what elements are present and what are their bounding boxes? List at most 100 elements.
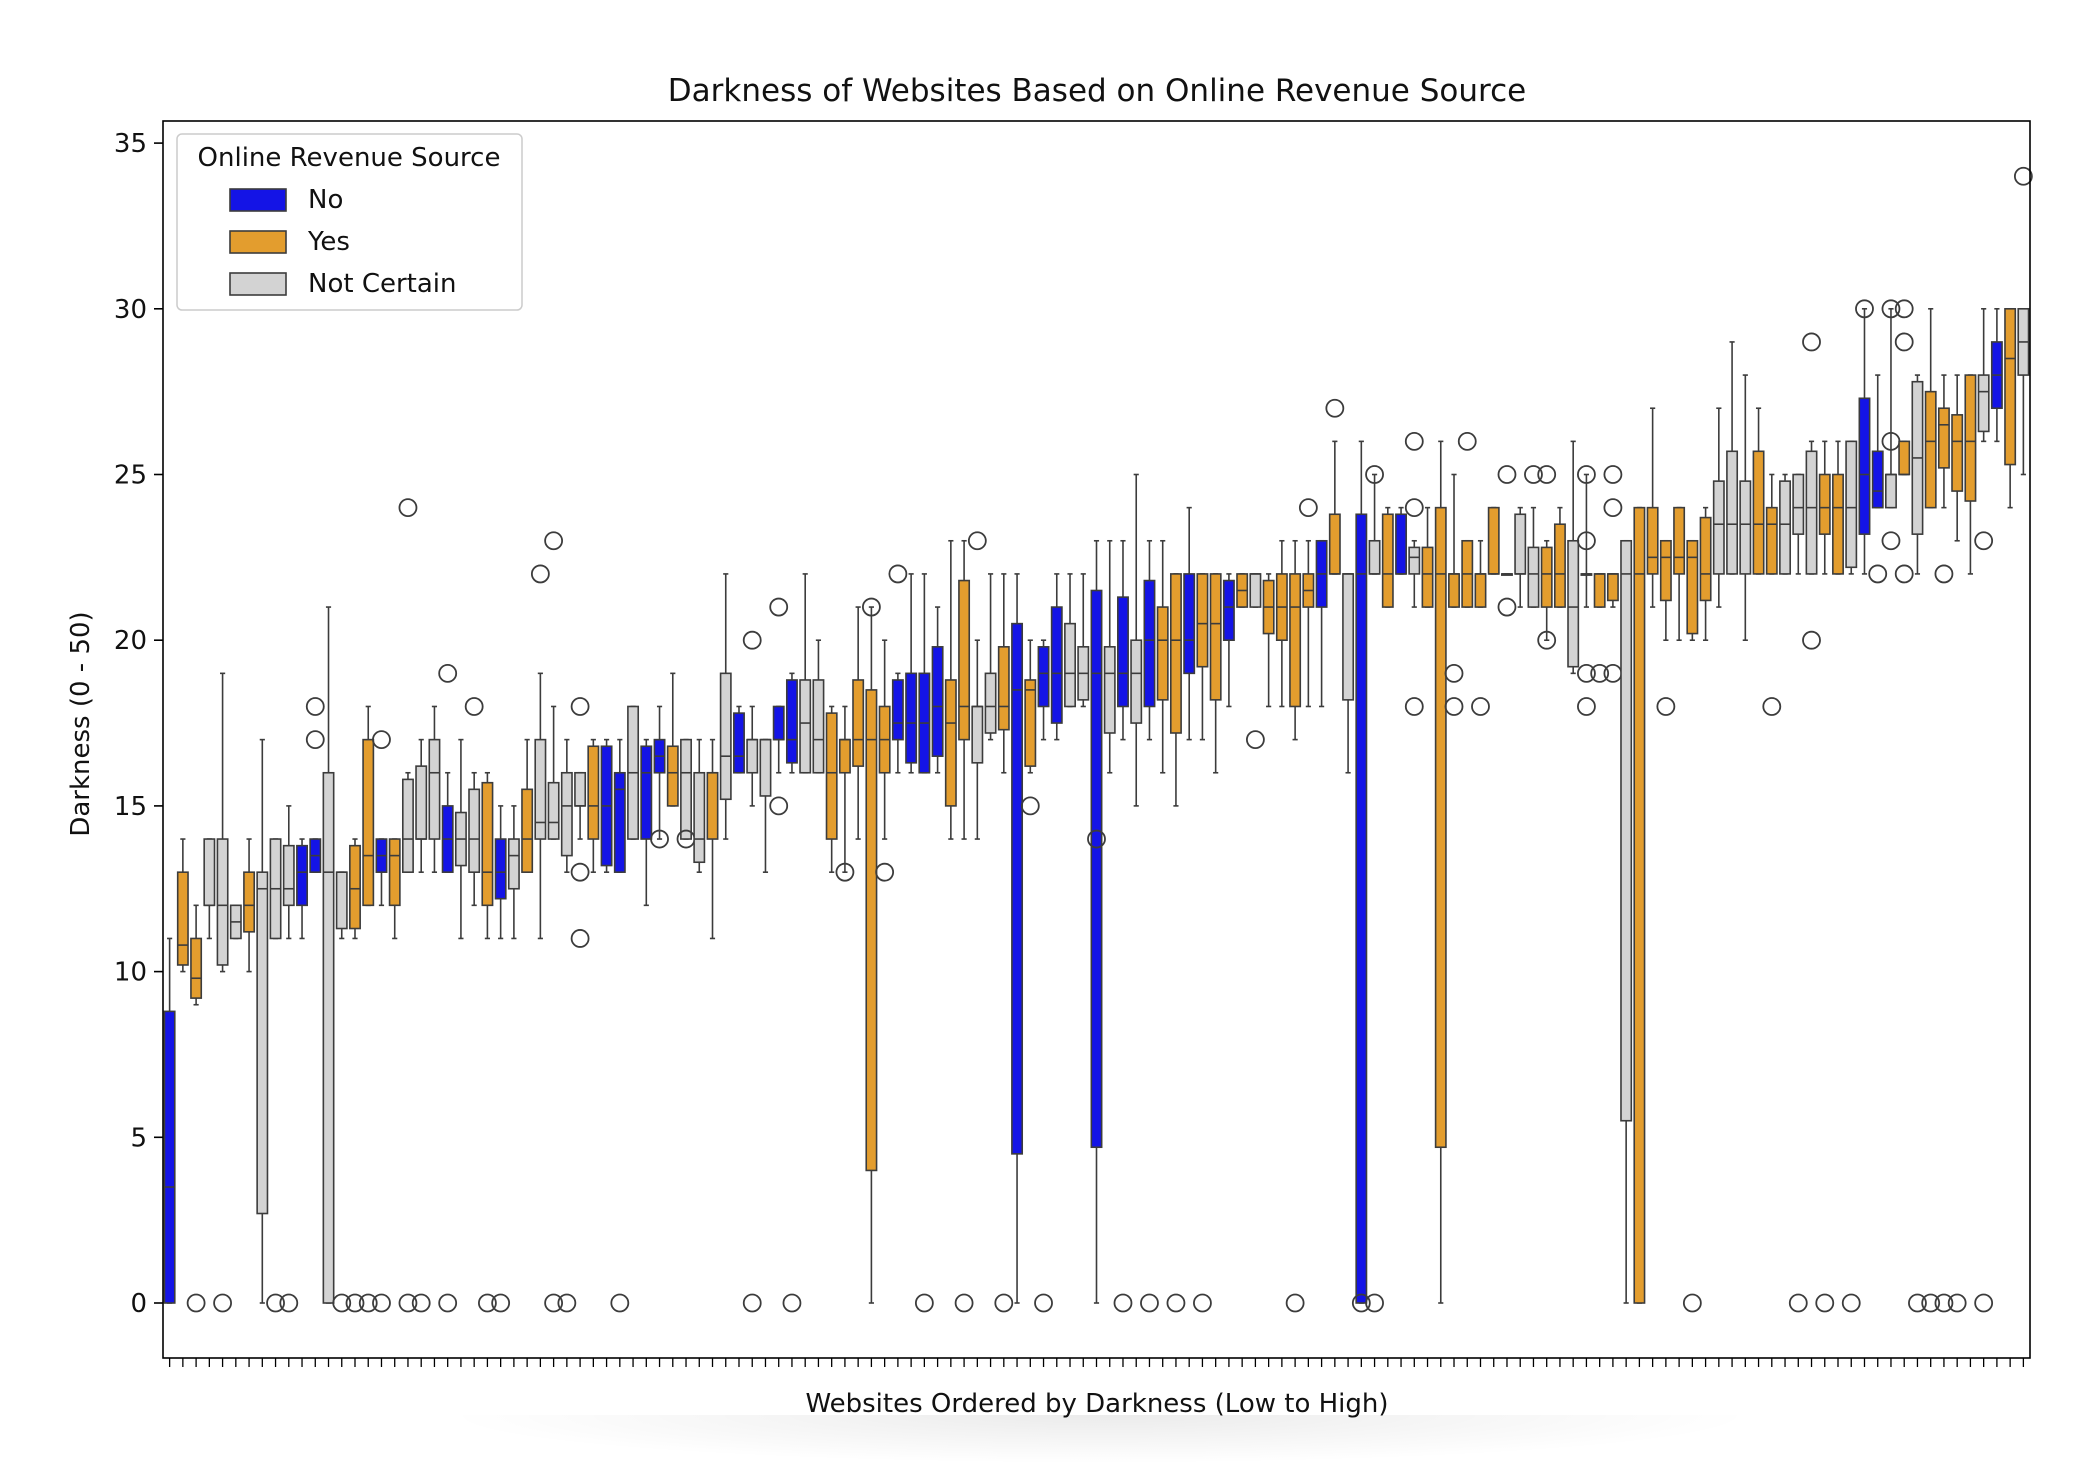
outlier-point: [1577, 465, 1596, 484]
box-body-yes: [944, 679, 957, 807]
box-body-no: [1871, 450, 1884, 509]
box-121: [1752, 407, 1765, 575]
outlier-point: [305, 697, 325, 716]
box-67: [1034, 639, 1053, 1313]
box-46: [759, 738, 772, 873]
outlier-point: [835, 862, 855, 882]
box-body-not-certain: [216, 838, 229, 966]
box-58: [914, 573, 934, 1313]
outlier-point: [1471, 697, 1490, 716]
outlier-point: [1444, 697, 1464, 716]
outlier-point: [438, 663, 458, 683]
outlier-point: [1881, 299, 1901, 319]
outlier-point: [1444, 663, 1464, 683]
outlier-point: [266, 1293, 285, 1313]
outlier-point: [769, 597, 789, 617]
box-50: [812, 639, 825, 774]
box-96: [1421, 506, 1434, 608]
box-body-not-certain: [507, 838, 520, 890]
box-22: [438, 663, 458, 1313]
y-tick-label: 20: [114, 626, 147, 656]
box-86: [1285, 539, 1305, 1313]
outlier-point: [1894, 332, 1914, 352]
outlier-point: [372, 730, 391, 750]
box-55: [875, 639, 895, 882]
box-43: [719, 573, 732, 840]
box-99: [1457, 431, 1477, 608]
outlier-point: [862, 597, 881, 617]
box-body-yes: [1381, 513, 1394, 608]
outlier-point: [1285, 1293, 1305, 1313]
box-19: [398, 498, 418, 1313]
box-138: [1974, 307, 1994, 1313]
box-79: [1193, 573, 1212, 1313]
box-body-yes: [1765, 506, 1778, 575]
outlier-point: [1934, 1293, 1954, 1313]
outlier-point: [1974, 531, 1994, 551]
box-52: [835, 705, 855, 882]
box-66: [1020, 639, 1040, 816]
box-body-not-certain: [693, 771, 706, 864]
outlier-point: [1497, 465, 1517, 484]
box-body-not-certain: [534, 738, 547, 840]
legend-box: [176, 133, 523, 311]
outlier-point: [1603, 663, 1623, 683]
outlier-point: [1404, 431, 1424, 451]
box-35: [610, 738, 630, 1313]
box-body-yes: [1434, 506, 1447, 1149]
box-body-yes: [1540, 546, 1553, 608]
box-body-yes: [1487, 506, 1500, 575]
box-body-not-certain: [322, 771, 335, 1304]
box-body-no: [1183, 573, 1196, 675]
box-44: [733, 705, 745, 774]
box-117: [1699, 506, 1712, 642]
box-body-yes: [1209, 573, 1222, 701]
outlier-point: [1656, 697, 1676, 716]
outlier-point: [1921, 1293, 1941, 1313]
outlier-point: [650, 829, 669, 849]
box-body-yes: [1832, 473, 1844, 575]
box-body-yes: [1937, 407, 1950, 469]
box-53: [852, 606, 865, 840]
box-body-yes: [1964, 374, 1977, 502]
box-72: [1103, 539, 1116, 774]
box-body-not-certain: [799, 679, 812, 774]
box-118: [1712, 407, 1725, 608]
box-94: [1395, 506, 1408, 575]
box-body-yes: [1924, 390, 1937, 509]
box-70: [1077, 573, 1090, 708]
box-90: [1342, 573, 1355, 774]
box-20: [411, 738, 431, 1313]
outlier-point: [769, 796, 789, 816]
box-body-no: [1395, 513, 1408, 575]
box-81: [1222, 573, 1235, 708]
box-140: [2004, 307, 2017, 509]
box-65: [1011, 573, 1024, 1304]
box-27: [507, 805, 520, 940]
box-body-yes: [2004, 307, 2017, 466]
box-36: [627, 705, 640, 840]
legend-label-yes: Yes: [307, 227, 350, 257]
outlier-point: [544, 531, 564, 551]
x-axis-ticks: [168, 1358, 2025, 1367]
box-78: [1183, 506, 1196, 741]
box-21: [428, 705, 441, 873]
box-135: [1934, 374, 1954, 1313]
outlier-point: [1497, 597, 1517, 617]
outlier-point: [332, 1293, 352, 1313]
box-131: [1881, 299, 1901, 551]
box-101: [1487, 506, 1500, 575]
box-29: [530, 564, 550, 940]
box-body-yes: [1553, 523, 1566, 608]
box-69: [1064, 573, 1076, 708]
box-body-not-certain: [746, 738, 759, 774]
box-15: [345, 838, 365, 1313]
box-body-yes: [190, 937, 203, 999]
outlier-point: [1894, 299, 1914, 319]
box-18: [388, 838, 401, 940]
box-9: [266, 838, 285, 1313]
outlier-point: [782, 1293, 802, 1313]
box-28: [521, 738, 534, 873]
box-1: [163, 937, 176, 1304]
box-32: [570, 697, 590, 948]
